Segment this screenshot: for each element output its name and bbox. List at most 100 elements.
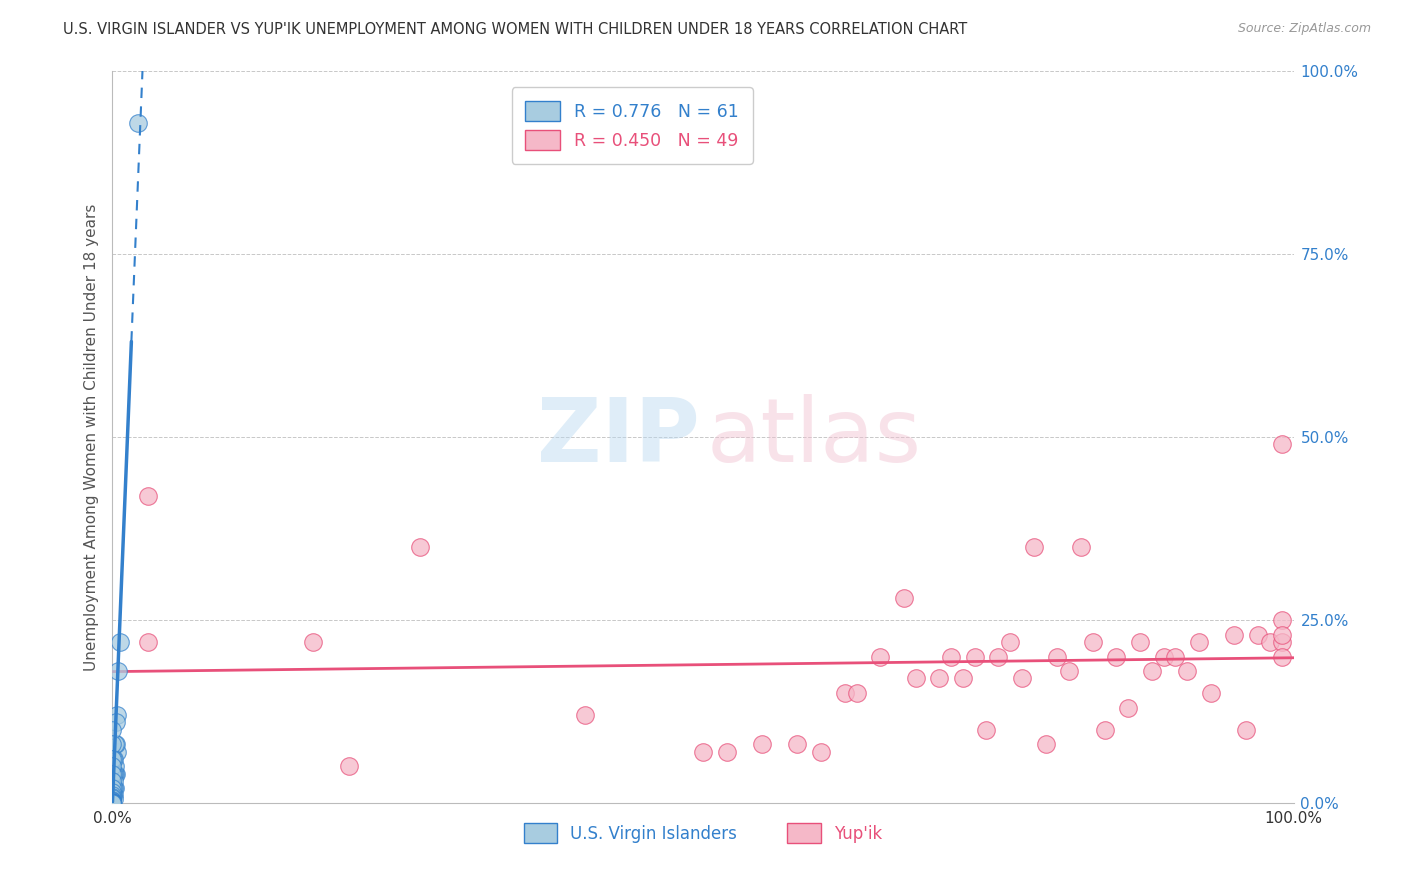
Point xyxy=(101,796,124,810)
Point xyxy=(101,791,124,805)
Point xyxy=(103,773,125,788)
Point xyxy=(1188,635,1211,649)
Point xyxy=(810,745,832,759)
Point xyxy=(939,649,962,664)
Point xyxy=(103,752,125,766)
Point xyxy=(101,794,124,808)
Point xyxy=(101,796,124,810)
Point xyxy=(101,796,124,810)
Point xyxy=(104,737,127,751)
Point xyxy=(105,745,128,759)
Point xyxy=(101,796,124,810)
Point xyxy=(1011,672,1033,686)
Point xyxy=(101,796,124,810)
Point xyxy=(1223,627,1246,641)
Point xyxy=(101,796,124,810)
Point xyxy=(408,540,430,554)
Point xyxy=(101,773,124,788)
Point xyxy=(928,672,950,686)
Point xyxy=(101,795,124,809)
Point xyxy=(869,649,891,664)
Point xyxy=(1258,635,1281,649)
Point xyxy=(101,796,124,810)
Point xyxy=(1116,700,1139,714)
Point xyxy=(987,649,1010,664)
Point xyxy=(107,664,129,678)
Point xyxy=(302,635,325,649)
Point xyxy=(1164,649,1187,664)
Point xyxy=(1271,649,1294,664)
Y-axis label: Unemployment Among Women with Children Under 18 years: Unemployment Among Women with Children U… xyxy=(83,203,98,671)
Point xyxy=(101,789,124,803)
Point xyxy=(998,635,1021,649)
Point xyxy=(1271,613,1294,627)
Point xyxy=(101,766,124,780)
Point xyxy=(963,649,986,664)
Point xyxy=(136,489,159,503)
Text: ZIP: ZIP xyxy=(537,393,699,481)
Point xyxy=(337,759,360,773)
Point xyxy=(101,796,124,810)
Text: atlas: atlas xyxy=(707,393,922,481)
Point xyxy=(101,723,124,737)
Point xyxy=(845,686,868,700)
Point xyxy=(101,796,124,810)
Point xyxy=(101,752,124,766)
Point xyxy=(976,723,998,737)
Point xyxy=(1199,686,1222,700)
Point xyxy=(103,792,125,806)
Point xyxy=(1081,635,1104,649)
Point xyxy=(1153,649,1175,664)
Point xyxy=(1129,635,1152,649)
Point xyxy=(105,715,128,730)
Point xyxy=(952,672,974,686)
Point xyxy=(101,781,124,796)
Point xyxy=(101,796,124,810)
Point xyxy=(1234,723,1257,737)
Point xyxy=(1022,540,1045,554)
Point xyxy=(786,737,808,751)
Point xyxy=(101,781,124,796)
Point xyxy=(101,737,124,751)
Point xyxy=(105,737,128,751)
Point xyxy=(101,752,124,766)
Point xyxy=(1094,723,1116,737)
Point xyxy=(101,796,124,810)
Point xyxy=(105,708,128,723)
Point xyxy=(108,635,131,649)
Point xyxy=(1247,627,1270,641)
Point xyxy=(101,796,124,810)
Point xyxy=(103,781,125,796)
Text: U.S. VIRGIN ISLANDER VS YUP'IK UNEMPLOYMENT AMONG WOMEN WITH CHILDREN UNDER 18 Y: U.S. VIRGIN ISLANDER VS YUP'IK UNEMPLOYM… xyxy=(63,22,967,37)
Point xyxy=(103,789,125,803)
Point xyxy=(101,796,124,810)
Text: Source: ZipAtlas.com: Source: ZipAtlas.com xyxy=(1237,22,1371,36)
Point xyxy=(574,708,596,723)
Point xyxy=(1271,635,1294,649)
Point xyxy=(101,785,124,799)
Legend: U.S. Virgin Islanders, Yup'ik: U.S. Virgin Islanders, Yup'ik xyxy=(517,817,889,849)
Point xyxy=(751,737,773,751)
Point xyxy=(104,766,127,780)
Point xyxy=(103,766,125,780)
Point xyxy=(1175,664,1198,678)
Point xyxy=(1057,664,1080,678)
Point xyxy=(101,796,124,810)
Point xyxy=(101,789,124,804)
Point xyxy=(101,789,124,803)
Point xyxy=(101,796,124,810)
Point xyxy=(136,635,159,649)
Point xyxy=(104,759,127,773)
Point xyxy=(101,796,124,810)
Point xyxy=(101,796,124,810)
Point xyxy=(904,672,927,686)
Point xyxy=(1140,664,1163,678)
Point xyxy=(1070,540,1092,554)
Point xyxy=(104,781,127,796)
Point xyxy=(893,591,915,605)
Point xyxy=(101,796,124,810)
Point xyxy=(101,796,124,810)
Point xyxy=(101,796,124,810)
Point xyxy=(105,766,128,780)
Point xyxy=(127,115,149,129)
